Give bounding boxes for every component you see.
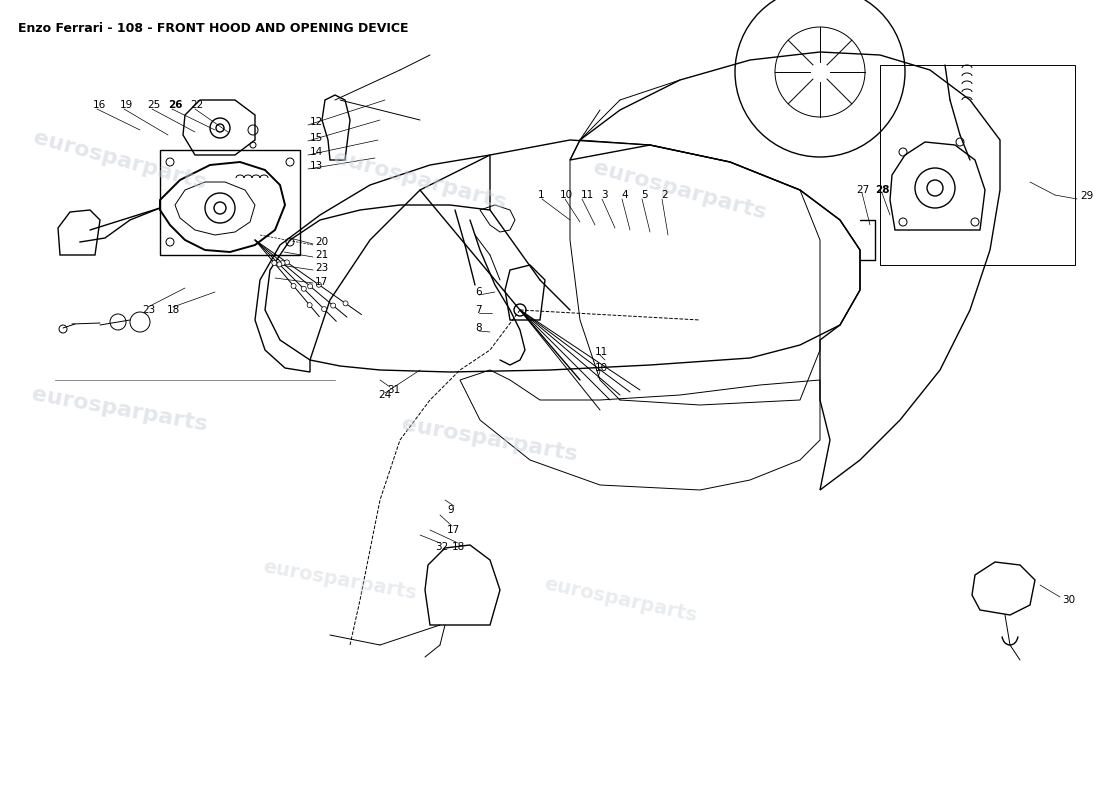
Circle shape: [272, 261, 277, 266]
Circle shape: [292, 283, 296, 289]
Text: 7: 7: [475, 305, 482, 315]
Text: 4: 4: [621, 190, 628, 200]
Text: 31: 31: [387, 385, 400, 395]
Text: 25: 25: [147, 100, 161, 110]
Text: 27: 27: [856, 185, 869, 195]
Text: 21: 21: [315, 250, 328, 260]
Text: 24: 24: [378, 390, 392, 400]
Text: eurosparparts: eurosparparts: [31, 127, 209, 193]
Text: 1: 1: [538, 190, 544, 200]
Text: 12: 12: [310, 117, 323, 127]
Text: 11: 11: [595, 347, 608, 357]
Text: 15: 15: [310, 133, 323, 143]
Text: Enzo Ferrari - 108 - FRONT HOOD AND OPENING DEVICE: Enzo Ferrari - 108 - FRONT HOOD AND OPEN…: [18, 22, 408, 35]
Text: 17: 17: [447, 525, 460, 535]
Text: 28: 28: [874, 185, 890, 195]
Text: 22: 22: [190, 100, 204, 110]
Text: 11: 11: [581, 190, 594, 200]
Text: 6: 6: [475, 287, 482, 297]
Text: 23: 23: [315, 263, 328, 273]
Text: eurosparparts: eurosparparts: [331, 147, 508, 213]
Text: 30: 30: [1062, 595, 1075, 605]
Text: eurosparparts: eurosparparts: [262, 557, 418, 603]
Text: eurosparparts: eurosparparts: [31, 385, 209, 435]
Circle shape: [277, 262, 282, 267]
Text: 5: 5: [641, 190, 648, 200]
Text: 8: 8: [475, 323, 482, 333]
Circle shape: [307, 302, 312, 308]
Text: 10: 10: [595, 363, 608, 373]
Text: 3: 3: [601, 190, 607, 200]
Circle shape: [301, 286, 306, 291]
Text: 17: 17: [315, 277, 328, 287]
Text: eurosparparts: eurosparparts: [400, 414, 580, 466]
Text: 9: 9: [447, 505, 453, 515]
Circle shape: [343, 301, 348, 306]
Text: eurosparparts: eurosparparts: [592, 158, 769, 222]
Text: 2: 2: [661, 190, 668, 200]
Text: 26: 26: [168, 100, 183, 110]
Circle shape: [280, 261, 285, 266]
Text: 29: 29: [1080, 191, 1093, 201]
Text: 16: 16: [94, 100, 107, 110]
Text: 19: 19: [120, 100, 133, 110]
Circle shape: [285, 260, 289, 265]
Circle shape: [317, 282, 321, 287]
Text: eurosparparts: eurosparparts: [541, 574, 698, 626]
Text: 32: 32: [434, 542, 449, 552]
Circle shape: [308, 284, 312, 289]
Text: 20: 20: [315, 237, 328, 247]
Text: 13: 13: [310, 161, 323, 171]
Text: 23: 23: [142, 305, 155, 315]
Text: 14: 14: [310, 147, 323, 157]
Circle shape: [331, 303, 335, 308]
Circle shape: [321, 306, 327, 312]
Text: 18: 18: [167, 305, 180, 315]
Text: 10: 10: [560, 190, 573, 200]
Text: 18: 18: [452, 542, 465, 552]
